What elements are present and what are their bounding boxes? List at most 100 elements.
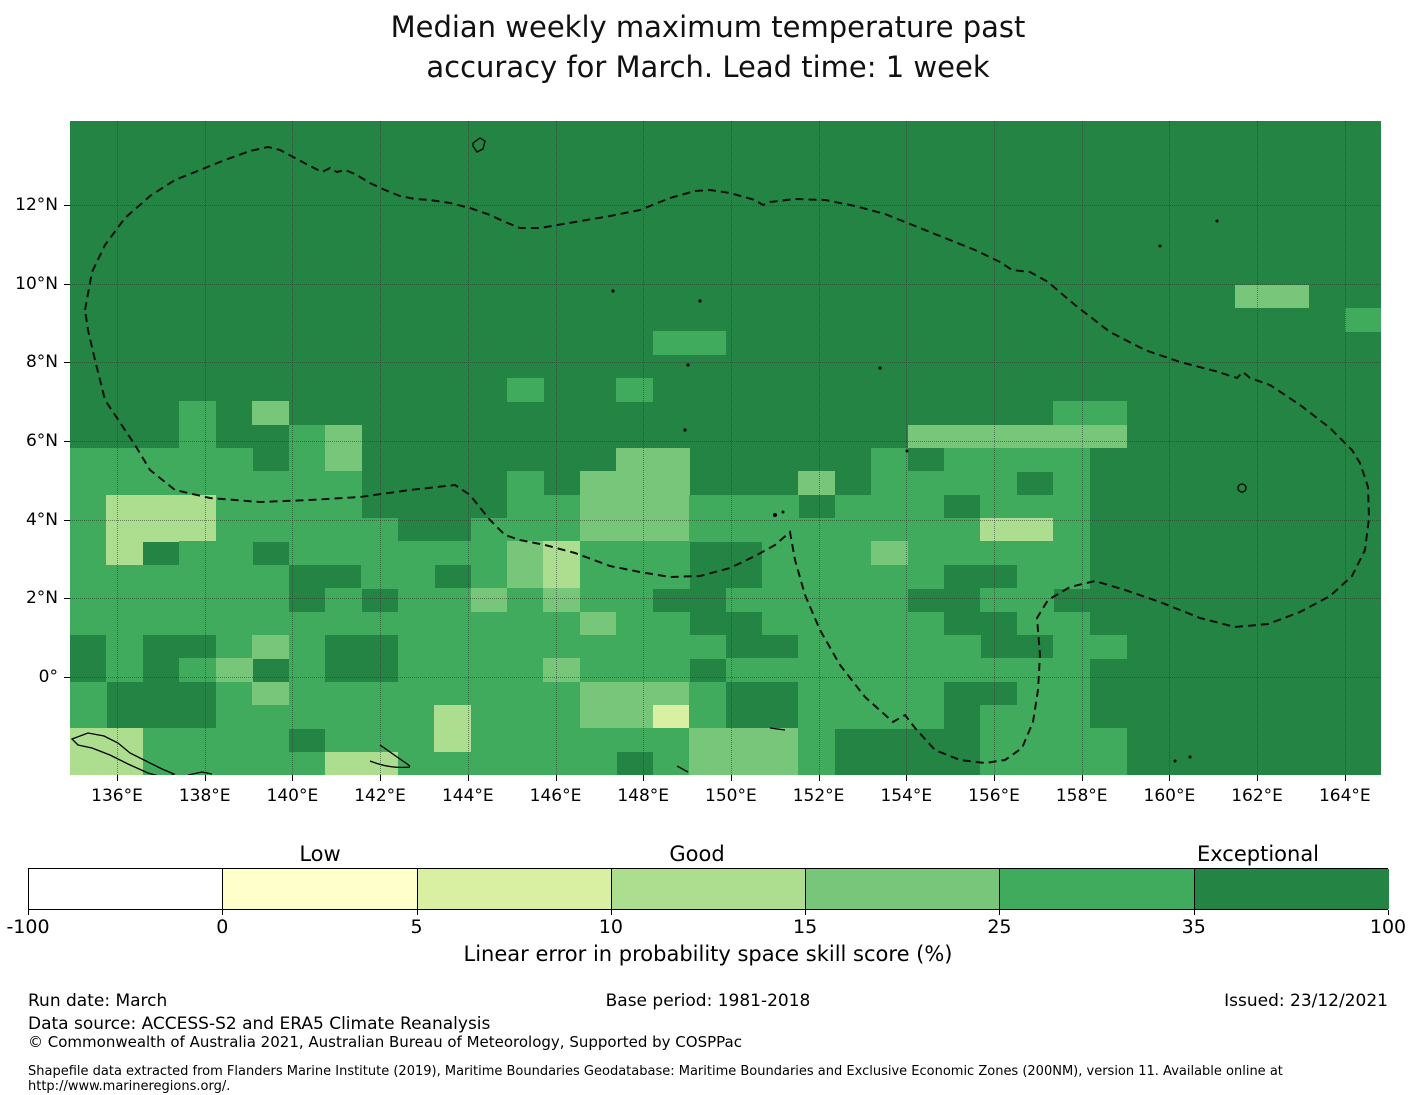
heatmap-cell bbox=[179, 494, 217, 519]
heatmap-cell bbox=[579, 518, 617, 542]
heatmap-cell bbox=[252, 471, 289, 496]
heatmap-cell bbox=[543, 518, 581, 542]
heatmap-cell bbox=[834, 588, 872, 612]
heatmap-cell bbox=[834, 704, 872, 729]
heatmap-cell bbox=[798, 471, 836, 496]
heatmap-cell bbox=[142, 751, 180, 776]
heatmap-cell bbox=[834, 541, 872, 566]
gridline bbox=[818, 121, 820, 775]
heatmap-cell bbox=[215, 541, 253, 566]
gridline bbox=[70, 362, 1381, 364]
heatmap-cell bbox=[798, 518, 836, 542]
heatmap-cell bbox=[179, 471, 217, 496]
heatmap-cell bbox=[142, 728, 180, 753]
heatmap-cell bbox=[470, 728, 508, 753]
heatmap-cell bbox=[252, 518, 289, 542]
y-tick-mark bbox=[64, 440, 70, 442]
heatmap-cell bbox=[179, 728, 217, 753]
heatmap-cell bbox=[725, 518, 763, 542]
copyright-text: © Commonwealth of Australia 2021, Austra… bbox=[28, 1033, 742, 1051]
colorbar bbox=[28, 868, 1389, 910]
heatmap-cell bbox=[361, 751, 399, 776]
heatmap-cell bbox=[871, 471, 909, 496]
gridline bbox=[555, 121, 557, 775]
heatmap-cell bbox=[288, 704, 326, 729]
heatmap-cell bbox=[689, 704, 726, 729]
heatmap-cell bbox=[980, 494, 1018, 519]
colorbar-segment bbox=[1194, 869, 1389, 909]
heatmap-cell bbox=[179, 658, 217, 683]
heatmap-cell bbox=[470, 564, 508, 589]
heatmap-cell bbox=[106, 448, 144, 472]
colorbar-segment bbox=[611, 869, 807, 909]
heatmap-cell bbox=[397, 681, 435, 706]
heatmap-cell bbox=[252, 751, 289, 776]
x-tick-label: 138°E bbox=[178, 786, 231, 806]
x-tick-label: 158°E bbox=[1055, 786, 1108, 806]
run-date-text: Run date: March bbox=[28, 991, 168, 1011]
heatmap-cell bbox=[725, 588, 763, 612]
heatmap-cell bbox=[397, 704, 435, 729]
heatmap-cell bbox=[361, 518, 399, 542]
heatmap-cell bbox=[543, 634, 581, 659]
heatmap-cell bbox=[361, 681, 399, 706]
heatmap-cell bbox=[543, 588, 581, 612]
gridline bbox=[1169, 121, 1171, 775]
gridline bbox=[292, 121, 294, 775]
heatmap-cell bbox=[434, 611, 472, 636]
x-tick-mark bbox=[204, 775, 206, 781]
chart-title-line1: Median weekly maximum temperature past bbox=[390, 10, 1026, 44]
heatmap-cell bbox=[288, 541, 326, 566]
heatmap-cell bbox=[252, 494, 289, 519]
heatmap-cell bbox=[397, 588, 435, 612]
heatmap-cell bbox=[944, 424, 981, 449]
colorbar-segment bbox=[29, 869, 224, 909]
heatmap-cell bbox=[1271, 284, 1309, 309]
heatmap-cell bbox=[507, 611, 544, 636]
heatmap-cell bbox=[761, 728, 799, 753]
heatmap-cell bbox=[761, 611, 799, 636]
heatmap-cell bbox=[871, 658, 909, 683]
heatmap-cell bbox=[689, 681, 726, 706]
heatmap-cell bbox=[1053, 728, 1091, 753]
heatmap-cell bbox=[288, 611, 326, 636]
heatmap-cell bbox=[470, 541, 508, 566]
heatmap-cell bbox=[361, 541, 399, 566]
heatmap-cell bbox=[1053, 541, 1091, 566]
heatmap-cell bbox=[761, 751, 799, 776]
heatmap-cell bbox=[106, 634, 144, 659]
y-tick-mark bbox=[64, 362, 70, 364]
heatmap-cell bbox=[725, 751, 763, 776]
heatmap-cell bbox=[470, 611, 508, 636]
heatmap-cell bbox=[725, 658, 763, 683]
heatmap-cell bbox=[725, 728, 763, 753]
heatmap-cell bbox=[252, 704, 289, 729]
heatmap-cell bbox=[70, 751, 107, 776]
heatmap-cell bbox=[543, 728, 581, 753]
colorbar-tick-label: 10 bbox=[598, 916, 623, 938]
heatmap-cell bbox=[579, 681, 617, 706]
heatmap-cell bbox=[70, 494, 107, 519]
heatmap-cell bbox=[579, 751, 617, 776]
issued-date-text: Issued: 23/12/2021 bbox=[1224, 991, 1388, 1011]
colorbar-tick-mark bbox=[222, 910, 224, 915]
heatmap-cell bbox=[871, 564, 909, 589]
heatmap-cell bbox=[470, 704, 508, 729]
heatmap-cell bbox=[324, 751, 362, 776]
heatmap-cell bbox=[470, 588, 508, 612]
heatmap-cell bbox=[288, 658, 326, 683]
heatmap-cell bbox=[507, 588, 544, 612]
heatmap-cell bbox=[1089, 728, 1127, 753]
heatmap-cell bbox=[543, 751, 581, 776]
heatmap-cell bbox=[1016, 448, 1054, 472]
heatmap-cell bbox=[871, 518, 909, 542]
heatmap-cell bbox=[1344, 307, 1382, 332]
heatmap-cell bbox=[507, 541, 544, 566]
heatmap-cell bbox=[1053, 751, 1091, 776]
colorbar-tick-mark bbox=[28, 910, 29, 915]
x-tick-mark bbox=[292, 775, 294, 781]
heatmap-cell bbox=[397, 728, 435, 753]
heatmap-cell bbox=[434, 704, 472, 729]
x-tick-label: 150°E bbox=[705, 786, 757, 806]
heatmap-cell bbox=[980, 541, 1018, 566]
